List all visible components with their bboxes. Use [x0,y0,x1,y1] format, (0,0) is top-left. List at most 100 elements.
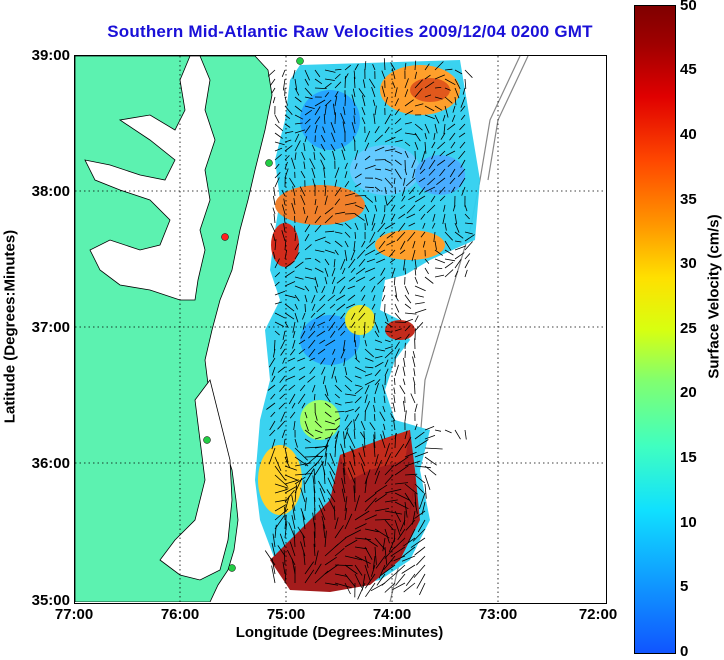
velocity-arrow [435,275,444,277]
velocity-arrow [335,412,345,413]
velocity-arrow [425,277,433,284]
velocity-arrow [445,430,452,433]
velocity-arrow [465,430,466,440]
velocity-arrow [465,260,469,268]
velocity-arrow [416,556,425,565]
velocity-arrow [365,322,366,331]
velocity-arrow [465,253,470,259]
velocity-arrow [275,124,283,131]
velocity-arrow [405,268,406,274]
velocity-arrow [405,313,417,314]
velocity-arrow [305,304,306,312]
velocity-arrow [415,295,424,297]
velocity-arrow [405,304,411,309]
velocity-arrow [405,286,409,294]
colorbar-tick: 30 [680,255,697,272]
velocity-arrow [385,376,386,385]
colorbar-tick: 5 [680,578,688,595]
station-marker [297,58,304,65]
velocity-arrow [270,79,275,86]
colorbar-tick: 15 [680,449,697,466]
x-tick: 74:00 [362,606,422,623]
colorbar-tick: 25 [680,320,697,337]
velocity-arrow [455,430,461,439]
velocity-arrow [395,304,399,312]
station-marker [222,234,229,241]
velocity-arrow [272,88,275,93]
y-tick: 36:00 [22,455,70,472]
colorbar [634,5,676,654]
velocity-arrow [395,365,399,376]
station-marker [266,160,273,167]
velocity-arrow [282,70,285,77]
velocity-arrow [405,410,406,421]
x-tick: 76:00 [150,606,210,623]
velocity-arrow [413,351,415,358]
colorbar-tick: 50 [680,0,697,14]
velocity-arrow [355,196,366,197]
velocity-arrow [273,196,275,205]
velocity-arrow [345,76,346,88]
velocity-arrow [405,319,413,322]
velocity-arrow [405,295,411,303]
x-tick: 73:00 [468,606,528,623]
velocity-arrow [415,277,418,284]
velocity-arrow [400,385,405,394]
velocity-arrow [425,426,434,430]
velocity-arrow [445,270,453,277]
velocity-arrow [394,378,395,385]
colorbar-tick: 0 [680,643,688,660]
velocity-arrow [395,322,406,323]
x-tick: 72:00 [568,606,628,623]
station-marker [204,437,211,444]
velocity-arrow [419,583,425,595]
velocity-arrow [414,368,415,376]
colorbar-tick: 45 [680,61,697,78]
y-tick: 38:00 [22,183,70,200]
velocity-arrow [445,259,455,261]
x-tick: 77:00 [44,606,104,623]
velocity-arrow [268,70,275,76]
velocity-arrow [345,214,355,215]
velocity-arrow [415,268,416,275]
velocity-arrow [425,475,430,490]
colorbar-tick: 10 [680,514,697,531]
velocity-arrow [394,388,395,395]
velocity-arrow [415,547,425,555]
x-axis-label: Longitude (Degrees:Minutes) [74,624,605,641]
velocity-arrow [455,253,464,259]
velocity-arrow [411,394,415,404]
y-tick: 39:00 [22,47,70,64]
velocity-arrow [465,79,466,89]
velocity-arrow [465,270,467,277]
velocity-arrow [415,384,416,394]
y-tick: 37:00 [22,319,70,336]
velocity-arrow [413,377,415,385]
velocity-arrow [273,208,275,214]
velocity-arrow [275,115,279,123]
x-tick: 75:00 [256,606,316,623]
station-marker [229,565,236,572]
velocity-arrow [415,404,417,412]
velocity-arrow [394,277,395,285]
velocity-arrow [274,214,275,223]
velocity-arrow [393,403,395,412]
velocity-arrow [403,367,405,376]
velocity-arrow [415,309,426,313]
colorbar-label: Surface Velocity (cm/s) [706,157,723,437]
colorbar-tick: 40 [680,126,697,143]
velocity-arrow [415,316,418,322]
velocity-arrow [394,395,395,403]
velocity-arrow [415,286,426,291]
velocity-arrow [404,358,406,367]
colorbar-tick: 35 [680,191,697,208]
velocity-arrow [274,187,275,196]
velocity-arrow [382,295,385,301]
velocity-arrow [403,379,405,385]
y-axis-label: Latitude (Degrees:Minutes) [2,197,19,457]
velocity-arrow [272,566,275,583]
velocity-arrow [295,226,296,232]
colorbar-tick: 20 [680,384,697,401]
velocity-arrow [271,223,275,232]
